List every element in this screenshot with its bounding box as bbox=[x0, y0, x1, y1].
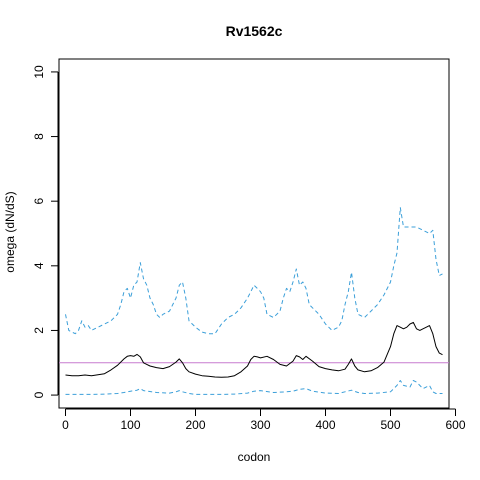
y-tick-label: 0 bbox=[32, 391, 46, 398]
x-tick-label: 100 bbox=[120, 418, 140, 432]
upper-bound-line bbox=[65, 207, 443, 335]
chart-title: Rv1562c bbox=[226, 23, 283, 39]
y-tick-label: 2 bbox=[32, 327, 46, 334]
x-tick-label: 400 bbox=[315, 418, 335, 432]
plot-layer: 0 100 200 300 400 500 600 0 2 4 6 8 10 bbox=[32, 65, 466, 432]
x-tick-label: 0 bbox=[62, 418, 69, 432]
omega-line bbox=[65, 321, 443, 378]
y-tick-label: 8 bbox=[32, 133, 46, 140]
y-axis-label: omega (dN/dS) bbox=[3, 191, 17, 272]
y-tick-label: 6 bbox=[32, 198, 46, 205]
x-tick-label: 600 bbox=[445, 418, 465, 432]
plot-frame bbox=[58, 58, 450, 409]
lower-bound-line bbox=[65, 380, 443, 395]
x-tick-label: 300 bbox=[250, 418, 270, 432]
x-axis-label: codon bbox=[238, 450, 271, 464]
y-tick-label: 4 bbox=[32, 262, 46, 269]
x-tick-label: 500 bbox=[380, 418, 400, 432]
x-tick-label: 200 bbox=[185, 418, 205, 432]
y-tick-label: 10 bbox=[32, 65, 46, 79]
